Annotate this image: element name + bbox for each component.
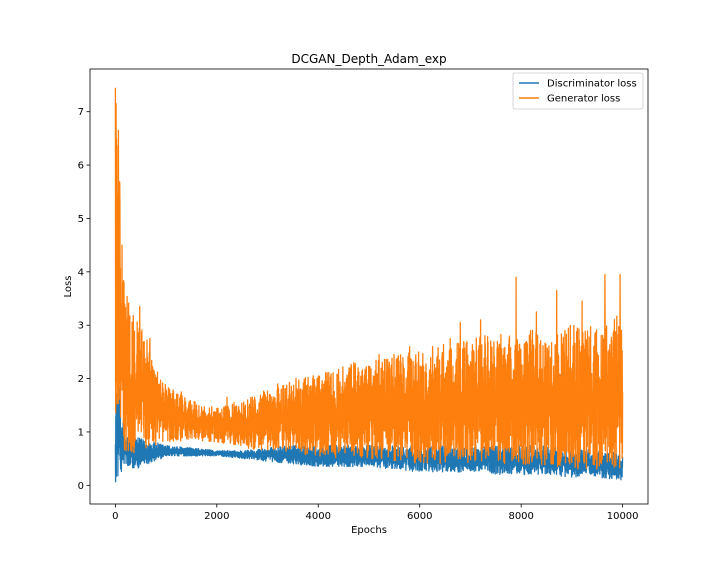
series-line-discriminator <box>114 369 624 483</box>
x-axis-title: Epochs <box>351 525 387 536</box>
legend-label: Discriminator loss <box>547 79 637 90</box>
x-tick-label: 6000 <box>407 511 432 522</box>
x-axis: 0 2000 4000 6000 8000 10000 <box>112 504 639 522</box>
y-tick-label: 7 <box>78 107 84 118</box>
x-tick-label: 8000 <box>508 511 533 522</box>
x-tick-label: 10000 <box>607 511 639 522</box>
y-axis-title: Loss <box>63 276 74 298</box>
legend-box <box>512 72 644 110</box>
legend: Discriminator loss Generator loss <box>512 72 644 110</box>
x-tick-label: 4000 <box>306 511 331 522</box>
y-tick-label: 1 <box>78 427 84 438</box>
legend-label: Generator loss <box>547 94 620 105</box>
y-axis: 0 1 2 3 4 5 6 7 <box>78 107 90 492</box>
x-tick-label: 0 <box>112 511 118 522</box>
series-line-generator <box>114 87 624 470</box>
y-tick-label: 4 <box>78 267 84 278</box>
series-layer <box>114 87 624 483</box>
x-tick-label: 2000 <box>204 511 229 522</box>
y-tick-label: 5 <box>78 214 84 225</box>
plot-area-frame <box>89 68 649 505</box>
y-tick-label: 0 <box>78 481 84 492</box>
y-tick-label: 3 <box>78 321 84 332</box>
y-tick-label: 2 <box>78 374 84 385</box>
chart-title: DCGAN_Depth_Adam_exp <box>291 52 446 66</box>
y-tick-label: 6 <box>78 161 84 172</box>
